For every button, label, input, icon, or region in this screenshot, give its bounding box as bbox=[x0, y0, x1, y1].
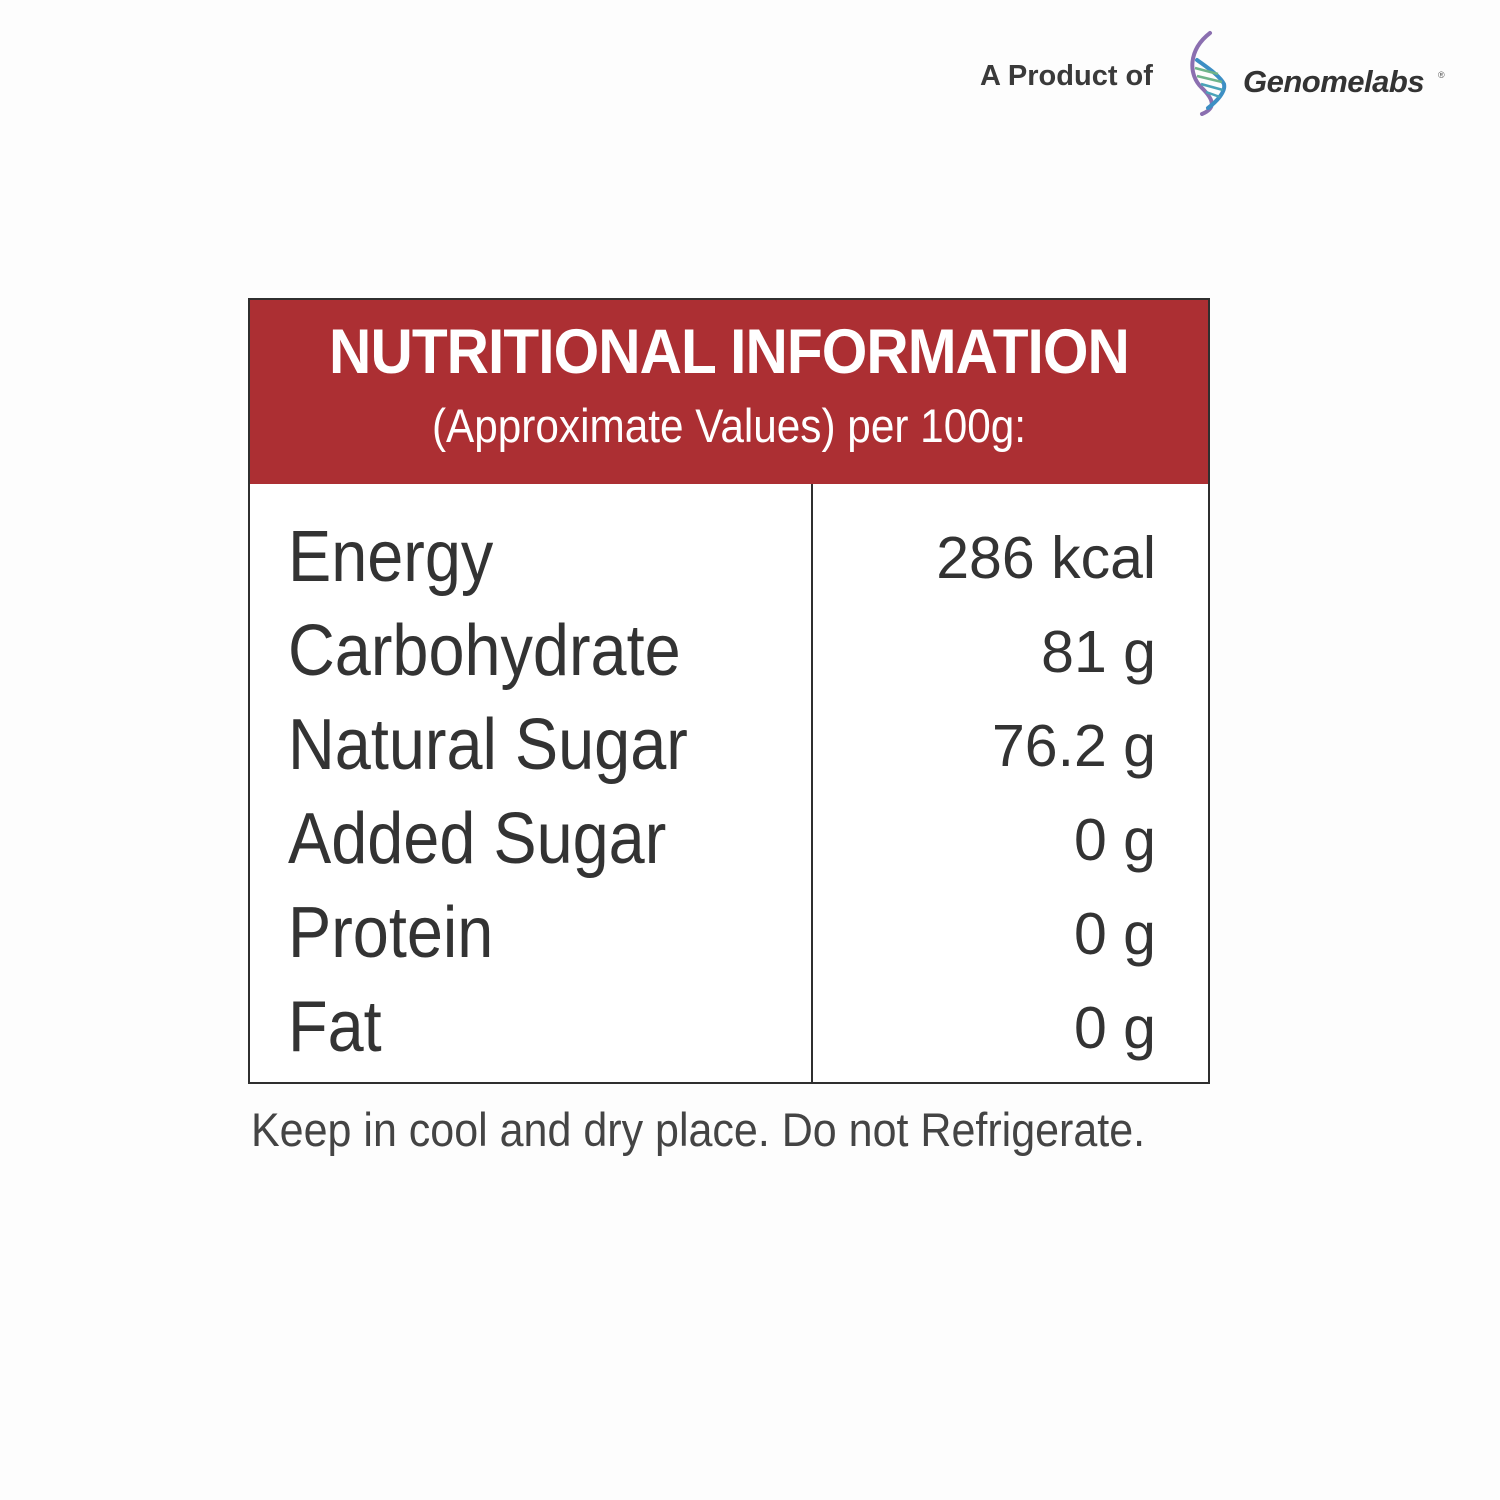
brand-lockup: A Product of Genomelabs ® bbox=[975, 30, 1455, 120]
nutrient-value: 0 g bbox=[1073, 995, 1156, 1061]
nutrient-row-natural-sugar: Natural Sugar 76.2 g bbox=[250, 696, 1208, 790]
brand-prefix: A Product of bbox=[980, 60, 1153, 92]
nutrition-panel: NUTRITIONAL INFORMATION (Approximate Val… bbox=[248, 298, 1210, 1084]
nutrient-value: 0 g bbox=[1073, 807, 1156, 873]
nutrient-row-carbohydrate: Carbohydrate 81 g bbox=[250, 602, 1208, 696]
nutrient-value: 81 g bbox=[1041, 619, 1156, 685]
panel-title: NUTRITIONAL INFORMATION bbox=[329, 317, 1130, 387]
brand-name: Genomelabs bbox=[1243, 64, 1425, 99]
nutrient-name: Carbohydrate bbox=[288, 611, 681, 691]
dna-helix-icon bbox=[1190, 31, 1227, 116]
nutrient-value: 286 kcal bbox=[936, 525, 1156, 591]
storage-note: Keep in cool and dry place. Do not Refri… bbox=[251, 1103, 1146, 1156]
nutrient-name: Added Sugar bbox=[288, 799, 667, 879]
nutrient-value: 76.2 g bbox=[991, 713, 1156, 779]
panel-header: NUTRITIONAL INFORMATION (Approximate Val… bbox=[250, 300, 1208, 484]
nutrient-name: Natural Sugar bbox=[288, 705, 688, 785]
nutrient-row-protein: Protein 0 g bbox=[250, 884, 1208, 978]
nutrient-name: Protein bbox=[288, 893, 494, 973]
column-divider bbox=[811, 484, 813, 1082]
nutrient-row-energy: Energy 286 kcal bbox=[250, 508, 1208, 602]
nutrient-row-added-sugar: Added Sugar 0 g bbox=[250, 790, 1208, 884]
panel-subtitle: (Approximate Values) per 100g: bbox=[431, 399, 1027, 452]
nutrient-name: Fat bbox=[288, 987, 382, 1067]
nutrient-row-fat: Fat 0 g bbox=[250, 978, 1208, 1072]
nutrient-value: 0 g bbox=[1073, 901, 1156, 967]
registered-mark: ® bbox=[1438, 70, 1445, 80]
nutrient-name: Energy bbox=[288, 517, 494, 597]
